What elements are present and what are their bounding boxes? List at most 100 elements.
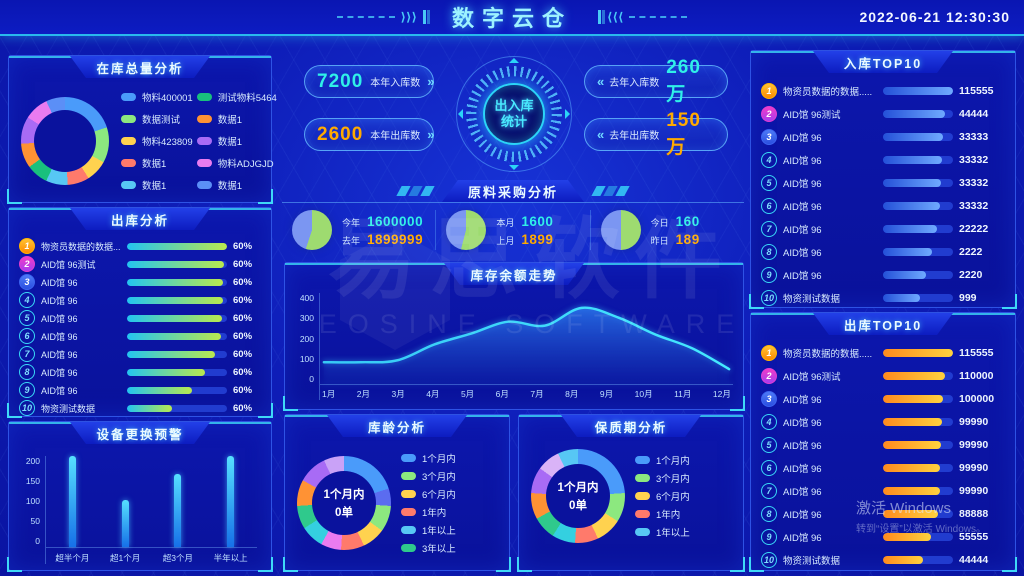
x-category: 半年以上 [213,553,248,563]
emblem-ring [456,56,572,172]
y-tick: 0 [35,536,40,546]
bar-track [883,348,953,357]
y-tick: 100 [25,496,40,506]
rank-badge: 3 [761,128,777,145]
list-item: 1 物资员数据的数据..... 115555 [751,79,1015,102]
bar-fill [883,132,943,141]
bar-track [883,532,953,541]
legend-item[interactable]: 3年以上 [401,539,503,557]
arrow-down-icon [509,165,519,175]
bar-fill [883,463,941,472]
rank-badge: 10 [19,400,35,416]
legend-swatch [635,528,650,536]
list-item: 7 AID馆 96 22222 [751,217,1015,240]
bar [121,499,129,547]
panel-title: 库存余额走势 [285,263,743,285]
legend-item[interactable]: 测试物料5464 [196,86,277,108]
rank-badge: 10 [761,551,777,568]
trend-area [323,307,730,384]
bar-fill [883,394,944,403]
donut-hole [546,464,610,528]
list-item: 7 AID馆 96 99990 [751,479,1015,502]
rank-badge: 4 [19,292,35,308]
bar-fill [127,242,227,250]
legend-swatch [121,159,136,167]
bar-track [883,109,953,118]
dash-line [629,16,688,18]
legend-item[interactable]: 1年内 [401,503,503,521]
legend-item[interactable]: 物料423809 [121,130,193,152]
header-decor-left: ⟩⟩⟩ [336,10,426,24]
list-item: 10 物资测试数据 60% [9,399,271,417]
bar-track [127,386,227,394]
rank-badge: 5 [19,310,35,326]
bar-fill [883,555,923,564]
panel-stock-total: 在库总量分析 物料400001 数据测试 [7,55,277,204]
legend-item[interactable]: 6个月内 [635,487,737,505]
y-tick: 0 [309,374,314,384]
outbound-list: 1 物资员数据的数据..... 60% 2 AID馆 96测试 60% 3 AI… [9,230,271,417]
legend-item[interactable]: 数据测试 [121,108,193,130]
legend-item[interactable]: 1个月内 [635,451,737,469]
legend-item[interactable]: 1个月内 [401,449,503,467]
list-item: 6 AID馆 96 60% [9,327,271,345]
shelf-life-donut: 1个月内 0单 [531,449,625,543]
x-tick: 12月 [712,389,731,399]
panel-inbound-top10: 入库TOP10 1 物资员数据的数据..... 115555 2 AID馆 96… [749,50,1017,309]
emblem-core: 出入库 统计 [483,83,545,145]
legend-swatch [121,137,136,145]
bar-track [883,270,953,279]
legend-swatch [401,544,416,552]
legend-item[interactable]: 6个月内 [401,485,503,503]
legend-item[interactable]: 3个月内 [401,467,503,485]
legend-item[interactable]: 1年以上 [401,521,503,539]
legend-item[interactable]: 1年内 [635,505,737,523]
bar [68,456,76,547]
slash-decor [591,186,630,196]
donut-hole [312,471,376,535]
bar-slot: 超1个月 [98,456,152,564]
trend-line-chart: 400 300 200 100 0 [285,285,743,402]
bar-fill [883,178,942,187]
panel-title: 保质期分析 [519,415,743,437]
bar-track [883,371,953,380]
inbound-top10-list: 1 物资员数据的数据..... 115555 2 AID馆 96测试 44444… [751,73,1015,309]
inout-stats-emblem: 出入库 统计 [456,56,572,172]
legend-item[interactable]: 物料400001 [121,86,193,108]
rank-badge: 8 [761,505,777,522]
rank-badge: 2 [761,105,777,122]
legend-item[interactable]: 物料ADJGJD [196,152,277,174]
legend-swatch [196,181,212,189]
bar-slot: 超半个月 [46,456,99,564]
arrow-left-icon: « [597,74,604,89]
x-category: 超3个月 [162,553,193,563]
x-tick: 5月 [460,389,475,399]
rank-badge: 2 [19,256,35,272]
bar-track [127,314,227,322]
arrow-left-icon [453,109,463,119]
bar-fill [883,509,938,518]
legend-item[interactable]: 3个月内 [635,469,737,487]
plot-area: 1月 2月 3月 4月 5月 6月 7月 8月 9月 10月 11月 12月 [319,293,733,400]
legend-item[interactable]: 数据1 [121,174,193,196]
bar-track [883,463,953,472]
arrow-right-icon [565,109,575,119]
legend-item[interactable]: 数据1 [196,108,277,130]
x-tick: 9月 [599,389,614,399]
bar-fill [883,224,937,233]
bar-ornament [422,10,426,24]
bar-track [883,155,953,164]
bar-fill [127,332,221,340]
bar-fill [127,314,222,322]
legend-item[interactable]: 1年以上 [635,523,737,541]
legend-swatch [401,490,416,498]
legend-item[interactable]: 数据1 [196,174,277,196]
legend-item[interactable]: 数据1 [196,130,277,152]
bar-track [127,350,227,358]
bar-fill [883,417,942,426]
procurement-group-year: 今年 1600000 去年 1899999 [282,210,435,250]
legend-item[interactable]: 数据1 [121,152,193,174]
stock-total-legend: 物料400001 数据测试 物料423809 数据1 [121,86,277,196]
bars-area: 超半个月 超1个月 超3个月 半年以上 [45,456,257,564]
procurement-group-day: 今日 160 昨日 189 [589,210,744,250]
